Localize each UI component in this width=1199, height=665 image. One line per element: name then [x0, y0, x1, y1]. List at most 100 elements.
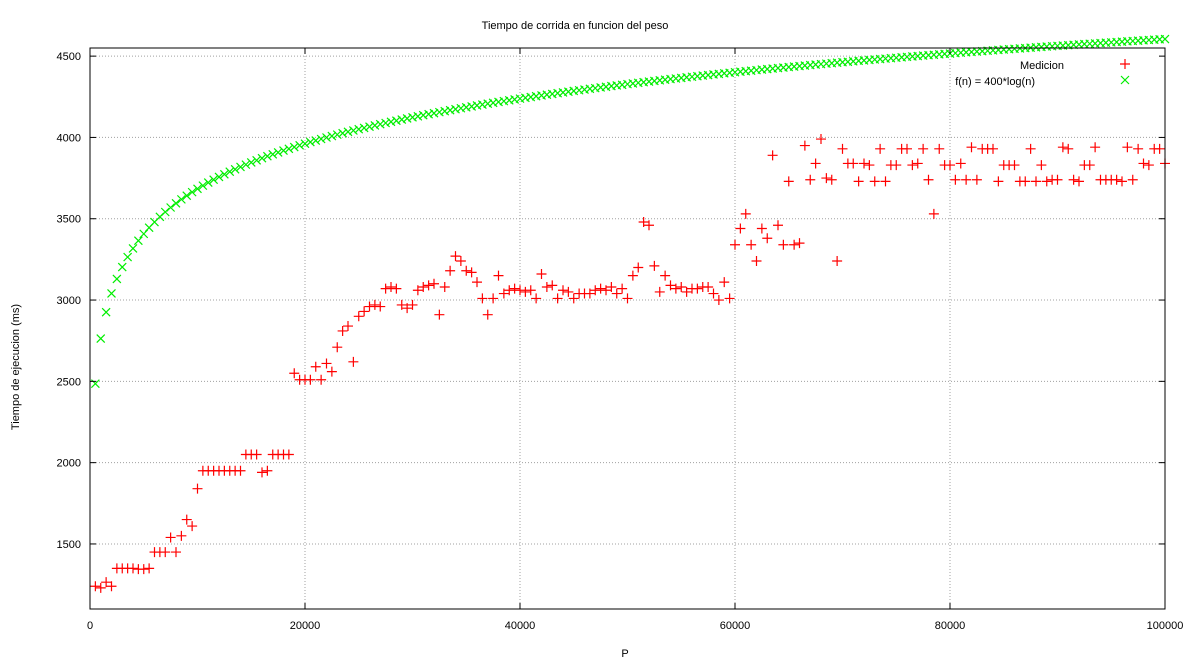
fn-point [359, 123, 369, 133]
medicion-point [310, 361, 321, 372]
medicion-point [326, 366, 337, 377]
medicion-point [402, 303, 413, 314]
y-tick-label: 4000 [57, 132, 81, 144]
fn-point [472, 101, 482, 110]
fn-point [101, 307, 111, 317]
medicion-point [692, 283, 703, 294]
fn-point [176, 194, 186, 204]
medicion-point [547, 280, 558, 291]
fn-point [1160, 34, 1170, 44]
medicion-point [412, 285, 423, 296]
medicion-point [617, 283, 628, 294]
medicion-point [1133, 143, 1144, 154]
medicion-point [337, 325, 348, 336]
y-axis-label: Tiempo de ejecucion (ms) [10, 304, 22, 430]
legend: Medicion f(n) = 400*log(n) [955, 59, 1130, 88]
medicion-point [676, 282, 687, 293]
medicion-point [375, 301, 386, 312]
medicion-point [665, 280, 676, 291]
fn-point [187, 187, 197, 197]
fn-point [133, 236, 143, 246]
x-tick-label: 100000 [1147, 620, 1184, 632]
medicion-point [821, 173, 832, 184]
fn-point [123, 252, 133, 262]
medicion-point [735, 223, 746, 234]
y-tick-label: 4500 [57, 51, 81, 63]
fn-point [257, 153, 267, 163]
fn-point [429, 108, 439, 118]
medicion-point [515, 285, 525, 296]
medicion-point [1057, 142, 1068, 153]
medicion-point [558, 285, 568, 296]
medicion-point [138, 564, 149, 575]
medicion-point [1084, 160, 1095, 171]
medicion-point [891, 160, 902, 171]
fn-point [214, 172, 224, 182]
medicion-point [1074, 176, 1084, 187]
medicion-point [789, 239, 800, 250]
medicion-point [902, 143, 912, 154]
fn-point [171, 198, 181, 208]
medicion-point [1009, 160, 1020, 171]
fn-point [461, 102, 471, 112]
medicion-point [95, 582, 106, 593]
medicion-point [799, 140, 810, 151]
fn-point [451, 104, 460, 114]
medicion-point [993, 176, 1004, 187]
medicion-point [869, 176, 880, 187]
medicion-point [794, 238, 805, 249]
medicion-point [778, 239, 789, 250]
medicion-point [708, 288, 719, 299]
medicion-point [1020, 176, 1031, 187]
medicion-point [644, 220, 654, 231]
fn-point [182, 191, 192, 201]
fn-point [300, 139, 310, 149]
medicion-point [837, 143, 848, 154]
medicion-point [283, 449, 294, 460]
medicion-point [719, 277, 730, 288]
medicion-point [934, 143, 945, 154]
medicion-point [638, 216, 649, 227]
fn-point [107, 289, 116, 298]
fn-point [456, 103, 466, 113]
medicion-point [713, 295, 724, 306]
fn-point [338, 128, 348, 138]
medicion-point [461, 265, 472, 276]
fn-point [418, 110, 428, 120]
fn-point [193, 184, 202, 194]
medicion-point [1036, 160, 1047, 171]
medicion-point [848, 158, 859, 169]
medicion-point [923, 174, 934, 185]
medicion-point [1090, 142, 1101, 153]
medicion-point [181, 514, 192, 525]
grid [90, 48, 1165, 609]
fn-point [397, 115, 407, 124]
medicion-point [568, 293, 579, 304]
fn-point [370, 120, 380, 130]
medicion-point [601, 285, 611, 296]
medicion-point [945, 160, 955, 171]
medicion-point [756, 223, 767, 234]
medicion-point [423, 280, 434, 291]
medicion-point [251, 449, 262, 460]
fn-point [225, 167, 235, 177]
medicion-point [859, 158, 869, 169]
medicion-point [563, 286, 574, 297]
medicion-point [90, 581, 101, 592]
medicion-point [633, 262, 644, 273]
y-tick-label: 2500 [57, 376, 81, 388]
chart-title: Tiempo de corrida en funcion del peso [482, 20, 669, 32]
fn-point [408, 112, 417, 122]
fn-point [386, 117, 396, 127]
medicion-point [531, 293, 542, 304]
medicion-point [396, 299, 407, 310]
medicion-point [429, 278, 439, 289]
fn-point [209, 175, 219, 185]
ticks: 0 20000 40000 60000 80000 100000 1500 2000 2500 3… [57, 48, 1184, 632]
fn-point [289, 142, 299, 152]
medicion-point [439, 282, 450, 293]
fn-point [316, 134, 326, 144]
x-tick-label: 20000 [290, 620, 321, 632]
fn-point [424, 109, 434, 119]
